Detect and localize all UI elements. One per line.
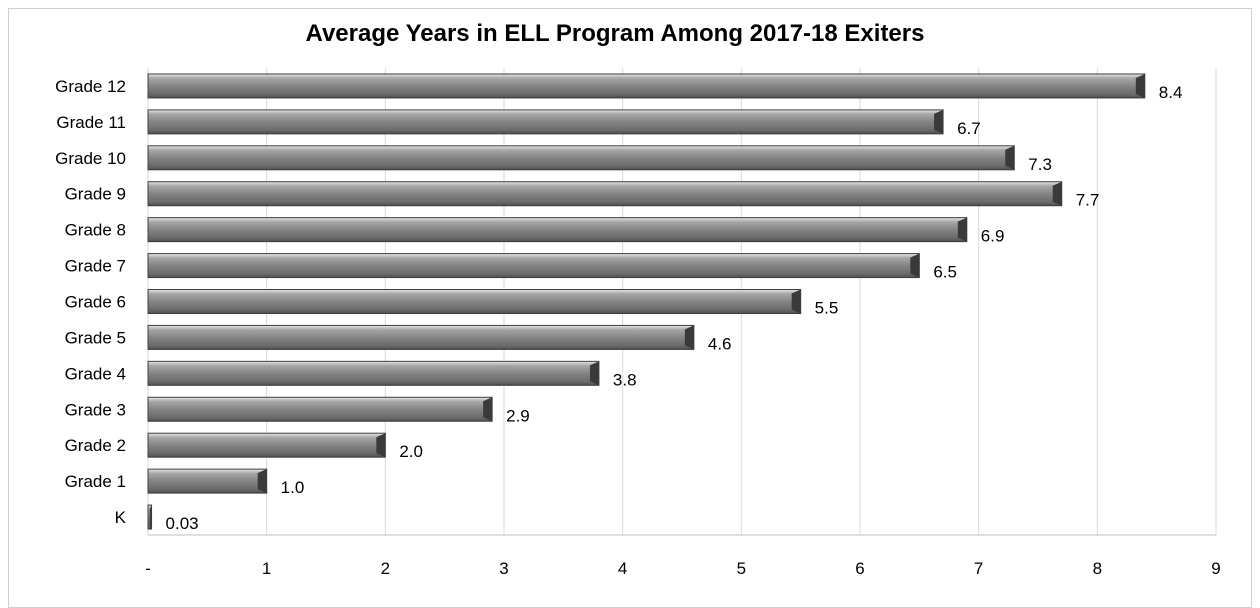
data-label: 2.9 xyxy=(506,406,530,425)
category-label: Grade 8 xyxy=(65,221,126,240)
data-label: 6.9 xyxy=(981,227,1005,246)
x-tick-label: - xyxy=(145,559,151,578)
bar xyxy=(147,432,386,458)
bar-end-bevel xyxy=(1005,145,1015,170)
bar xyxy=(147,181,1063,207)
bars xyxy=(147,73,1146,530)
bar xyxy=(147,109,944,135)
data-label: 5.5 xyxy=(815,299,839,318)
x-tick-label: 1 xyxy=(262,559,271,578)
x-tick-label: 8 xyxy=(1093,559,1102,578)
data-label: 3.8 xyxy=(613,370,637,389)
category-label: Grade 1 xyxy=(65,472,126,491)
bar-end-bevel xyxy=(684,325,694,350)
category-label: Grade 2 xyxy=(65,436,126,455)
data-label: 0.03 xyxy=(166,514,199,533)
category-label: Grade 11 xyxy=(56,113,126,132)
bar-end-bevel xyxy=(1135,73,1145,98)
chart-title: Average Years in ELL Program Among 2017-… xyxy=(305,20,925,47)
x-tick-label: 2 xyxy=(381,559,390,578)
bar xyxy=(147,217,968,243)
category-label: Grade 6 xyxy=(65,293,126,312)
bar-end-bevel xyxy=(589,361,599,386)
bar-end-bevel xyxy=(149,505,152,530)
category-label: Grade 10 xyxy=(55,149,126,168)
category-label: Grade 7 xyxy=(65,257,126,276)
bar xyxy=(147,73,1146,99)
bar xyxy=(147,360,600,386)
bar-end-bevel xyxy=(910,253,920,278)
category-label: K xyxy=(115,508,127,527)
bar xyxy=(147,324,695,350)
bar-end-bevel xyxy=(791,289,801,314)
bar-end-bevel xyxy=(934,109,944,134)
bar xyxy=(147,145,1015,171)
bar-end-bevel xyxy=(957,217,967,242)
bar-end-bevel xyxy=(1052,181,1062,206)
bar xyxy=(147,253,920,279)
data-label: 4.6 xyxy=(708,334,732,353)
x-tick-label: 5 xyxy=(737,559,746,578)
data-label: 6.5 xyxy=(933,263,957,282)
data-label: 8.4 xyxy=(1159,83,1183,102)
bar-end-bevel xyxy=(257,469,267,494)
data-label: 2.0 xyxy=(399,442,423,461)
x-tick-label: 4 xyxy=(618,559,627,578)
category-label: Grade 3 xyxy=(65,400,126,419)
category-label: Grade 12 xyxy=(55,77,126,96)
x-tick-label: 3 xyxy=(499,559,508,578)
data-label: 7.3 xyxy=(1028,155,1052,174)
category-label: Grade 4 xyxy=(65,364,126,383)
x-tick-label: 6 xyxy=(855,559,864,578)
category-label: Grade 5 xyxy=(65,328,126,347)
x-tick-label: 7 xyxy=(974,559,983,578)
x-tick-label: 9 xyxy=(1211,559,1220,578)
bar xyxy=(147,289,802,314)
bar-end-bevel xyxy=(376,433,386,458)
category-label: Grade 9 xyxy=(65,185,126,204)
data-label: 1.0 xyxy=(281,478,305,497)
data-label: 7.7 xyxy=(1076,191,1100,210)
bar xyxy=(147,396,493,422)
bar-end-bevel xyxy=(483,397,493,422)
data-label: 6.7 xyxy=(957,119,981,138)
bar xyxy=(147,468,268,494)
